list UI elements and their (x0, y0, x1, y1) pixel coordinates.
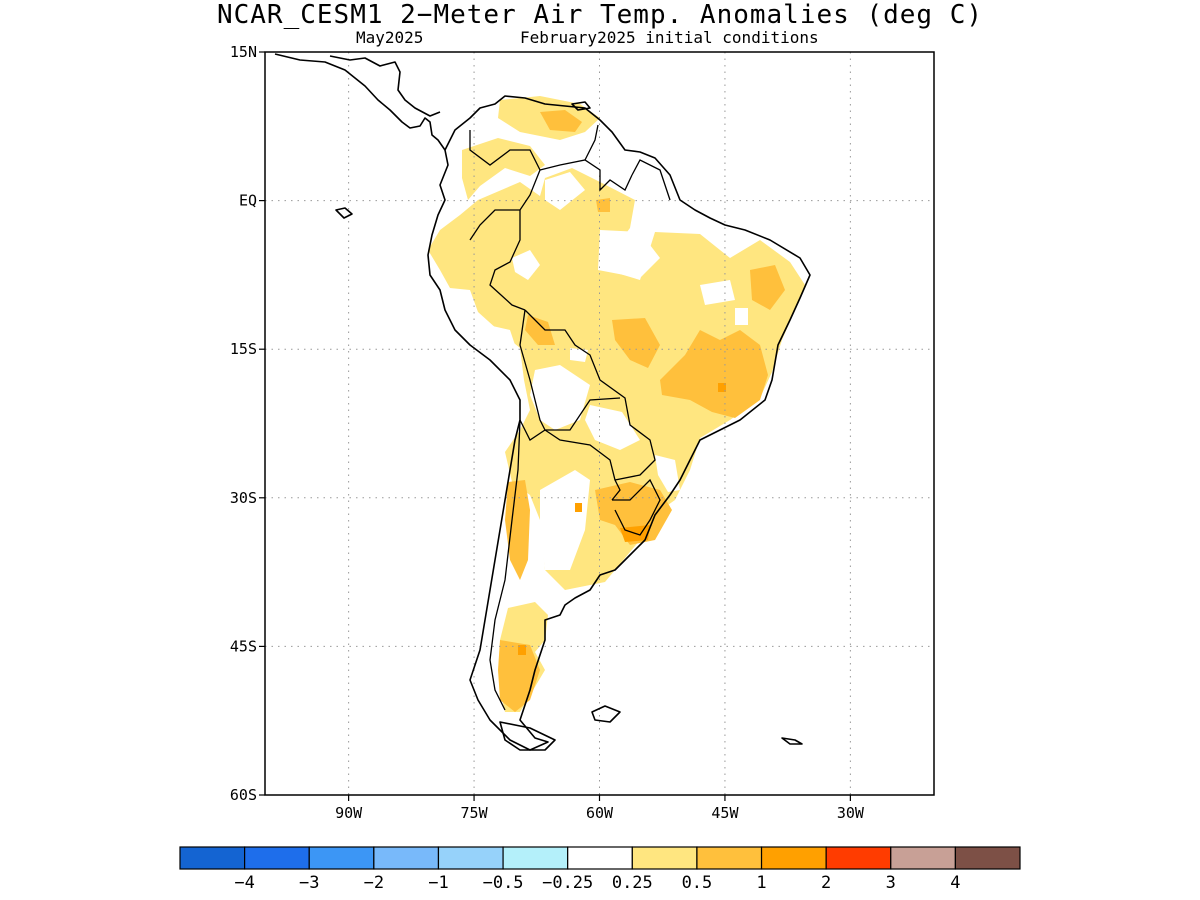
colorbar-swatch (567, 846, 633, 870)
latitude-axis: 15N EQ 15S 30S 45S 60S (230, 43, 265, 804)
lat-tick-label: 15N (230, 43, 257, 61)
colorbar-swatch (825, 846, 892, 870)
colorbar-swatch (179, 846, 246, 870)
south-america-outline (427, 95, 811, 751)
colorbar-swatch (890, 846, 956, 870)
colorbar-label: 0.5 (682, 873, 713, 893)
colorbar-swatch (502, 846, 569, 870)
colorbar-label: 2 (821, 873, 831, 893)
lon-tick-label: 90W (335, 804, 363, 822)
graticule (265, 52, 934, 795)
trinidad (571, 101, 591, 111)
lat-tick-label: 45S (230, 637, 257, 655)
colorbar-label: −0.5 (483, 873, 524, 893)
colorbar-swatch (696, 846, 763, 870)
falkland-islands (591, 705, 621, 723)
lon-tick-label: 30W (837, 804, 865, 822)
colorbar-swatch (308, 846, 375, 870)
tierra-del-fuego (499, 721, 556, 751)
near-zero-holes (488, 172, 748, 570)
country-borders (469, 124, 671, 711)
colorbar-swatch (373, 846, 440, 870)
forecast-month: May2025 (356, 28, 424, 47)
galapagos (335, 207, 353, 219)
lat-tick-label: 15S (230, 340, 257, 358)
lat-tick-label: EQ (239, 192, 257, 210)
initial-conditions: February2025 initial conditions (520, 28, 819, 47)
colorbar-label: −3 (299, 873, 319, 893)
colorbar-label: 3 (886, 873, 896, 893)
map-title: NCAR_CESM1 2−Meter Air Temp. Anomalies (… (216, 0, 984, 30)
colorbar-label: 1 (756, 873, 766, 893)
colorbar: −4 −3 −2 −1 −0.5 −0.25 0.25 0.5 1 2 3 4 (179, 846, 1021, 893)
lon-tick-label: 45W (711, 804, 739, 822)
lat-tick-label: 30S (230, 489, 257, 507)
colorbar-swatch (954, 846, 1021, 870)
south-georgia (781, 737, 803, 745)
central-america-coast (274, 53, 446, 151)
colorbar-label: −2 (364, 873, 384, 893)
colorbar-swatch (437, 846, 504, 870)
coastlines (274, 53, 811, 751)
colorbar-label: −1 (428, 873, 448, 893)
colorbar-label: 4 (950, 873, 960, 893)
colorbar-label: −0.25 (542, 873, 593, 893)
lat-tick-label: 60S (230, 786, 257, 804)
colorbar-swatch (760, 846, 827, 870)
lon-tick-label: 60W (586, 804, 614, 822)
colorbar-swatch (244, 846, 310, 870)
colorbar-swatch (631, 846, 698, 870)
central-america-north-coast (329, 55, 441, 117)
colorbar-label: 0.25 (612, 873, 653, 893)
longitude-axis: 90W 75W 60W 45W 30W (335, 795, 865, 822)
lon-tick-label: 75W (461, 804, 489, 822)
colorbar-label: −4 (234, 873, 254, 893)
